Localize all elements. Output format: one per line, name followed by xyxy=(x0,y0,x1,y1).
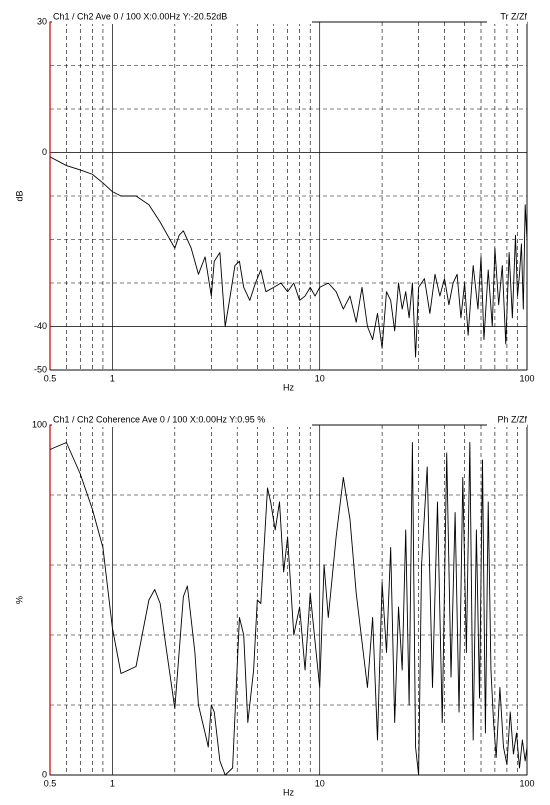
x-tick-label: 100 xyxy=(519,373,534,383)
x-axis-label: Hz xyxy=(283,382,294,392)
x-tick-label: 1 xyxy=(110,778,115,788)
y-tick-label: 0 xyxy=(42,769,47,779)
chart-title: Ch1 / Ch2 Ave 0 / 100 X:0.00Hz Y:-20.52d… xyxy=(53,11,227,21)
y-tick-label: 0 xyxy=(42,147,47,157)
x-axis-label: Hz xyxy=(283,787,294,797)
annotation-bg xyxy=(487,415,527,427)
x-tick-label: 100 xyxy=(519,778,534,788)
header-bg xyxy=(52,12,312,24)
x-tick-label: 0.5 xyxy=(44,373,57,383)
annotation-bg xyxy=(487,12,527,24)
annotation: Tr Z/Zf xyxy=(500,11,527,21)
annotation: Ph Z/Zf xyxy=(497,414,527,424)
y-tick-label: 30 xyxy=(37,16,47,26)
x-tick-label: 1 xyxy=(110,373,115,383)
plot-frame xyxy=(49,424,528,776)
y-axis-label: dB xyxy=(14,190,24,201)
header-bg xyxy=(52,415,312,427)
y-tick-label: -50 xyxy=(34,364,47,374)
x-tick-label: 0.5 xyxy=(44,778,57,788)
chart-title: Ch1 / Ch2 Coherence Ave 0 / 100 X:0.00Hz… xyxy=(53,414,265,424)
y-tick-label: -40 xyxy=(34,321,47,331)
y-axis-label: % xyxy=(14,596,24,604)
data-line xyxy=(49,442,528,776)
data-line xyxy=(49,156,528,358)
y-tick-label: 100 xyxy=(32,419,47,429)
x-tick-label: 10 xyxy=(315,778,325,788)
x-tick-label: 10 xyxy=(315,373,325,383)
